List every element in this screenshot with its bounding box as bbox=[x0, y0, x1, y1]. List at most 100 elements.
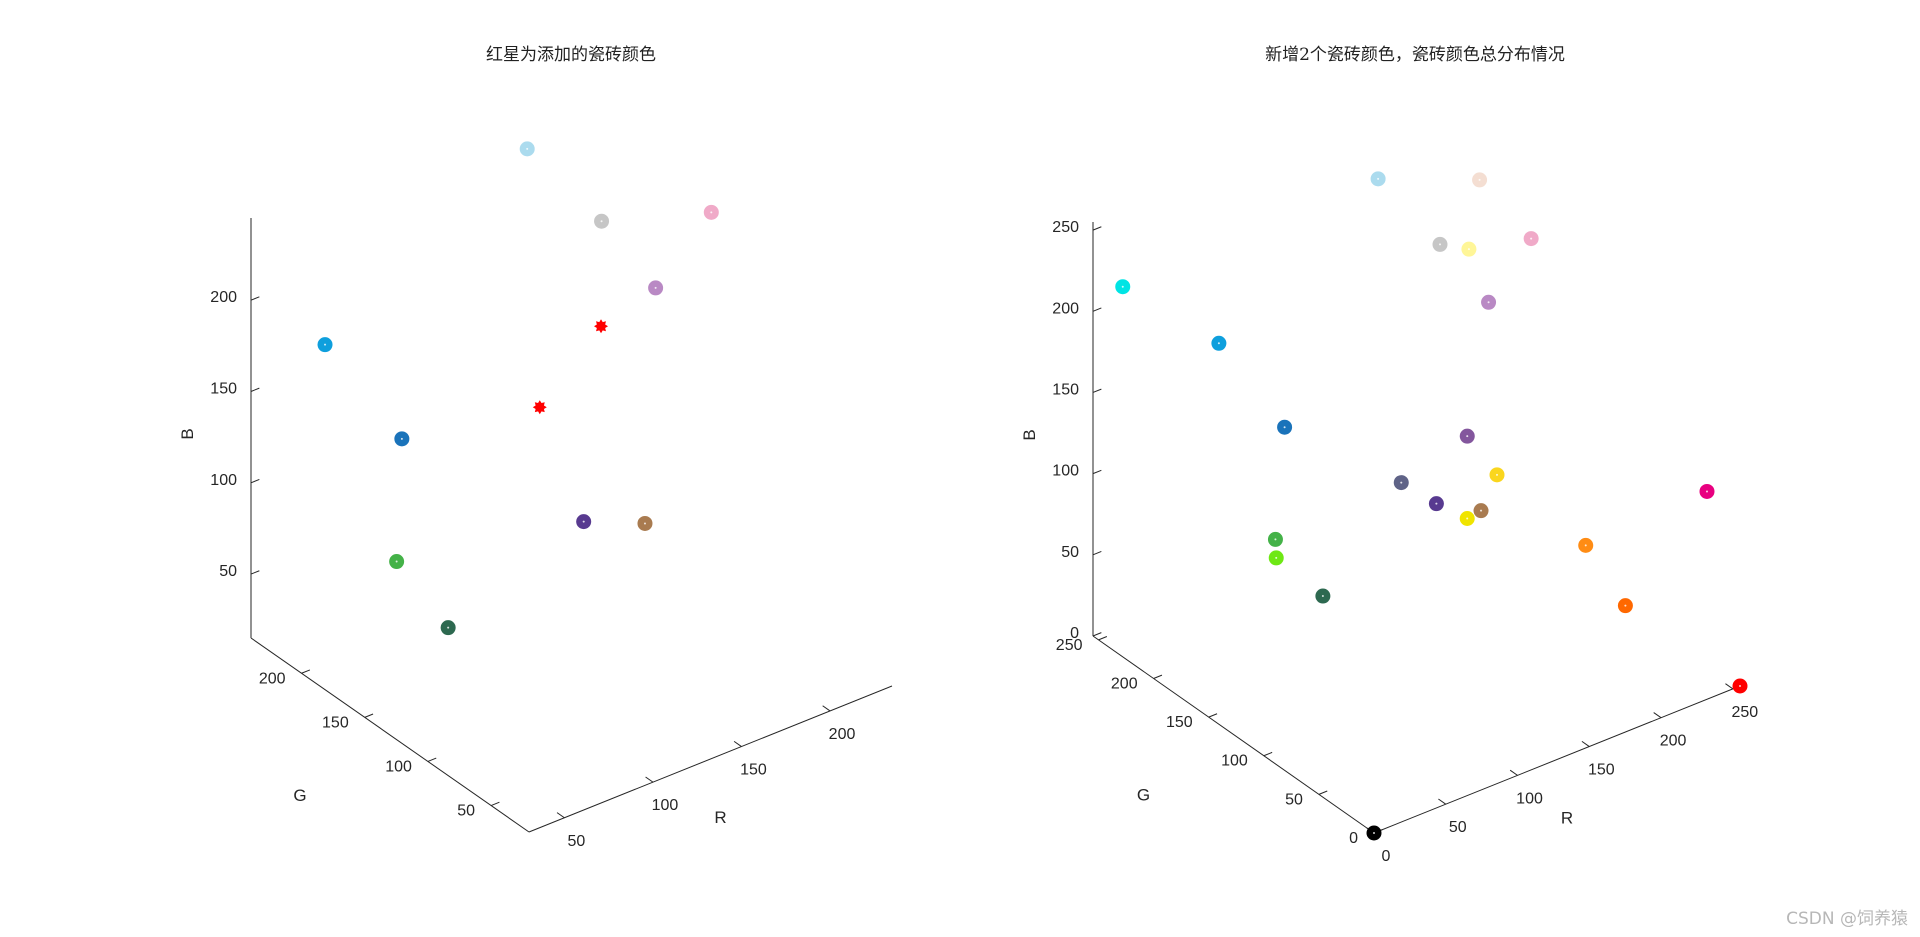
data-points bbox=[1115, 171, 1748, 841]
r-tick-mark bbox=[645, 776, 654, 783]
data-point-center bbox=[400, 437, 403, 440]
right-chart-title: 新增2个瓷砖颜色，瓷砖颜色总分布情况 bbox=[1265, 45, 1565, 65]
b-tick-mark bbox=[1092, 226, 1102, 231]
r-axis-line bbox=[528, 685, 893, 833]
data-point-center bbox=[1480, 509, 1483, 512]
r-axis-label: R bbox=[714, 808, 726, 827]
data-point-center bbox=[1467, 248, 1470, 251]
g-tick-mark bbox=[427, 757, 437, 762]
left-axes: 50 100 150 200 50 100 150 200 50 100 150 200 R G B bbox=[178, 141, 893, 850]
data-point-center bbox=[1274, 538, 1277, 541]
b-tick-label: 0 bbox=[1070, 625, 1079, 642]
data-point-center bbox=[1478, 178, 1481, 181]
g-tick-mark bbox=[1153, 674, 1163, 679]
b-tick-mark bbox=[250, 570, 260, 575]
subplot-right: 新增2个瓷砖颜色，瓷砖颜色总分布情况 050100150200250050100… bbox=[1020, 45, 1758, 865]
b-tick-label: 150 bbox=[210, 380, 237, 397]
r-tick-mark bbox=[556, 812, 565, 819]
b-tick-label: 150 bbox=[1052, 381, 1079, 398]
g-tick-label: 150 bbox=[1166, 714, 1193, 731]
data-point-center bbox=[582, 520, 585, 523]
data-points bbox=[317, 141, 719, 636]
b-tick-label: 250 bbox=[1052, 219, 1079, 236]
b-axis-label: B bbox=[1020, 429, 1039, 440]
g-tick-mark bbox=[301, 669, 311, 674]
b-tick-mark bbox=[1092, 388, 1102, 393]
data-point-center bbox=[1496, 473, 1499, 476]
subplot-left: 红星为添加的瓷砖颜色 50 100 150 200 50 100 150 200 50 100 15… bbox=[178, 45, 893, 850]
r-tick-mark bbox=[1438, 798, 1447, 805]
r-axis-line bbox=[1373, 685, 1741, 834]
b-tick-label: 50 bbox=[219, 563, 237, 580]
data-point-center bbox=[600, 220, 603, 223]
g-axis-line bbox=[1092, 635, 1375, 834]
r-tick-label: 0 bbox=[1382, 848, 1391, 865]
data-point-center bbox=[1377, 177, 1380, 180]
data-point-center bbox=[1584, 544, 1587, 547]
g-tick-label: 50 bbox=[1285, 791, 1303, 808]
g-tick-mark bbox=[1318, 790, 1328, 795]
g-tick-label: 100 bbox=[385, 758, 412, 775]
data-point-center bbox=[1624, 604, 1627, 607]
r-tick-label: 250 bbox=[1731, 704, 1758, 721]
r-tick-label: 150 bbox=[740, 762, 767, 779]
data-point-center bbox=[324, 343, 327, 346]
data-point-center bbox=[447, 626, 450, 629]
r-tick-mark bbox=[1725, 683, 1734, 690]
data-point-center bbox=[1275, 556, 1278, 559]
g-axis-label: G bbox=[293, 786, 306, 805]
data-point-center bbox=[1121, 285, 1124, 288]
data-point-center bbox=[1487, 301, 1490, 304]
g-tick-label: 0 bbox=[1349, 830, 1358, 847]
r-tick-mark bbox=[1509, 769, 1518, 776]
r-tick-label: 200 bbox=[829, 726, 856, 743]
data-point-center bbox=[1439, 243, 1441, 246]
r-tick-mark bbox=[822, 705, 831, 712]
g-tick-label: 50 bbox=[457, 803, 475, 820]
watermark: CSDN @饲养猿 bbox=[1786, 909, 1908, 929]
b-tick-mark bbox=[1092, 469, 1102, 475]
g-tick-mark bbox=[1098, 636, 1108, 641]
b-tick-label: 100 bbox=[1052, 463, 1079, 480]
data-point-center bbox=[1217, 342, 1220, 345]
data-point-center bbox=[526, 147, 529, 150]
data-point-center bbox=[1373, 832, 1375, 834]
right-axes: 0501001502002500501001502002500501001502… bbox=[1020, 171, 1758, 865]
r-tick-mark bbox=[1581, 740, 1590, 747]
data-point-center bbox=[1705, 490, 1708, 493]
data-point-center bbox=[643, 522, 646, 525]
r-tick-mark bbox=[733, 740, 742, 747]
g-tick-label: 250 bbox=[1056, 637, 1083, 654]
data-point-center bbox=[1435, 502, 1438, 505]
g-tick-mark bbox=[1208, 713, 1218, 718]
added-point-star bbox=[532, 400, 547, 415]
data-point-center bbox=[395, 560, 398, 563]
b-tick-label: 200 bbox=[1052, 300, 1079, 317]
r-tick-label: 100 bbox=[652, 797, 679, 814]
g-tick-mark bbox=[1263, 751, 1273, 757]
b-axis-label: B bbox=[178, 428, 197, 439]
g-axis-label: G bbox=[1137, 786, 1150, 805]
b-tick-label: 100 bbox=[210, 472, 237, 489]
left-chart-title: 红星为添加的瓷砖颜色 bbox=[486, 45, 656, 65]
data-point-center bbox=[1283, 426, 1286, 429]
data-point-center bbox=[1400, 481, 1403, 484]
data-point-center bbox=[1530, 237, 1533, 240]
b-tick-mark bbox=[1092, 551, 1102, 556]
data-point-center bbox=[1466, 435, 1469, 438]
r-tick-label: 150 bbox=[1588, 762, 1615, 779]
b-tick-label: 200 bbox=[210, 289, 237, 306]
b-tick-mark bbox=[250, 296, 260, 301]
r-axis-label: R bbox=[1561, 809, 1573, 828]
g-tick-label: 100 bbox=[1221, 753, 1248, 770]
added-point-star bbox=[594, 319, 609, 334]
data-point-center bbox=[1466, 517, 1469, 520]
g-tick-label: 150 bbox=[322, 714, 349, 731]
data-point-center bbox=[1321, 595, 1324, 598]
data-point-center bbox=[654, 286, 657, 289]
data-point-center bbox=[710, 211, 713, 214]
r-tick-mark bbox=[1653, 712, 1662, 719]
r-tick-label: 50 bbox=[1449, 819, 1467, 836]
r-tick-label: 100 bbox=[1516, 790, 1543, 807]
